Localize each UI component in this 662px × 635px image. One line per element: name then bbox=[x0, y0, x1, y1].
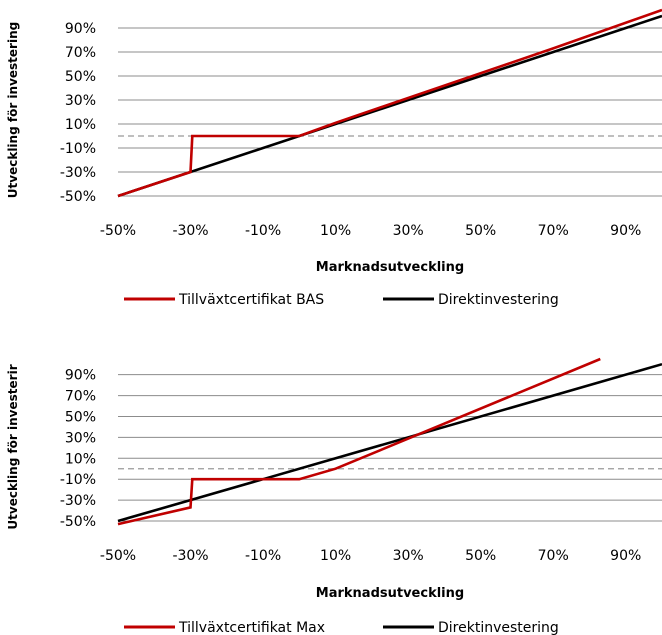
c2-y-tick-label: -50% bbox=[60, 514, 96, 530]
chart-1: 90% 70% 50% 30% 10% -10% -30% -50% -50% -30% -10%… bbox=[6, 8, 662, 308]
chart-2: 90% 70% 50% 30% 10% -10% -30% -50% -50% -30% -10%… bbox=[6, 357, 662, 635]
c2-x-tick-label: 50% bbox=[465, 548, 496, 564]
chart-1-y-axis-label: Utveckling för investering bbox=[6, 22, 20, 198]
chart-2-x-tick-labels: -50% -30% -10% 10% 30% 50% 70% 90% bbox=[100, 548, 641, 564]
chart-2-series-lines bbox=[117, 357, 662, 526]
c1-x-tick-label: 70% bbox=[538, 223, 569, 239]
c1-y-tick-label: 90% bbox=[65, 21, 96, 37]
c2-y-tick-label: 30% bbox=[65, 430, 96, 446]
c2-y-tick-label: 10% bbox=[65, 451, 96, 467]
c2-y-tick-label: -10% bbox=[60, 472, 96, 488]
c1-y-tick-label: 70% bbox=[65, 45, 96, 61]
c2-series-line-direktinvestering bbox=[117, 362, 662, 523]
chart-1-x-axis-label: Marknadsutveckling bbox=[316, 260, 464, 275]
c2-y-tick-label: 90% bbox=[65, 368, 96, 384]
c2-x-tick-label: -30% bbox=[172, 548, 208, 564]
c1-y-tick-label: -50% bbox=[60, 189, 96, 205]
c1-y-tick-label: 50% bbox=[65, 69, 96, 85]
chart-1-legend: Tillväxtcertifikat BAS Direktinvestering bbox=[124, 292, 559, 308]
chart-1-y-tick-labels: 90% 70% 50% 30% 10% -10% -30% -50% bbox=[60, 21, 96, 205]
c2-x-tick-label: 30% bbox=[393, 548, 424, 564]
chart-2-x-axis-label: Marknadsutveckling bbox=[316, 586, 464, 601]
c2-x-tick-label: 90% bbox=[610, 548, 641, 564]
c1-x-tick-label: 50% bbox=[465, 223, 496, 239]
chart-1-legend-label-direkt: Direktinvestering bbox=[438, 292, 559, 308]
c1-y-tick-label: -30% bbox=[60, 165, 96, 181]
c2-x-tick-label: -50% bbox=[100, 548, 136, 564]
chart-1-x-tick-labels: -50% -30% -10% 10% 30% 50% 70% 90% bbox=[100, 223, 641, 239]
c1-x-tick-label: -10% bbox=[245, 223, 281, 239]
c2-x-tick-label: 70% bbox=[538, 548, 569, 564]
chart-1-legend-label-bas: Tillväxtcertifikat BAS bbox=[178, 292, 324, 308]
c1-series-line-tillv-xtcertifikat-bas bbox=[117, 8, 662, 198]
chart-2-legend: Tillväxtcertifikat Max Direktinvestering bbox=[124, 620, 559, 635]
chart-2-y-axis-label: Utveckling för investerir bbox=[6, 364, 20, 529]
c1-y-tick-label: -10% bbox=[60, 141, 96, 157]
c1-x-tick-label: -50% bbox=[100, 223, 136, 239]
c2-series-line-tillv-xtcertifikat-max bbox=[117, 357, 601, 526]
c1-y-tick-label: 30% bbox=[65, 93, 96, 109]
c1-series-line-direktinvestering bbox=[117, 14, 662, 198]
chart-1-series-lines bbox=[117, 8, 662, 198]
chart-2-legend-label-direkt: Direktinvestering bbox=[438, 620, 559, 635]
c1-y-tick-label: 10% bbox=[65, 117, 96, 133]
chart-2-y-tick-labels: 90% 70% 50% 30% 10% -10% -30% -50% bbox=[60, 368, 96, 530]
c2-y-tick-label: 70% bbox=[65, 389, 96, 405]
c2-x-tick-label: -10% bbox=[245, 548, 281, 564]
c1-x-tick-label: -30% bbox=[172, 223, 208, 239]
c2-x-tick-label: 10% bbox=[320, 548, 351, 564]
chart-2-legend-label-max: Tillväxtcertifikat Max bbox=[178, 620, 325, 635]
chart-2-gridlines bbox=[118, 374, 662, 522]
c1-x-tick-label: 10% bbox=[320, 223, 351, 239]
c1-x-tick-label: 90% bbox=[610, 223, 641, 239]
chart-1-gridlines bbox=[118, 27, 662, 197]
c2-y-tick-label: -30% bbox=[60, 493, 96, 509]
c2-y-tick-label: 50% bbox=[65, 409, 96, 425]
c1-x-tick-label: 30% bbox=[393, 223, 424, 239]
